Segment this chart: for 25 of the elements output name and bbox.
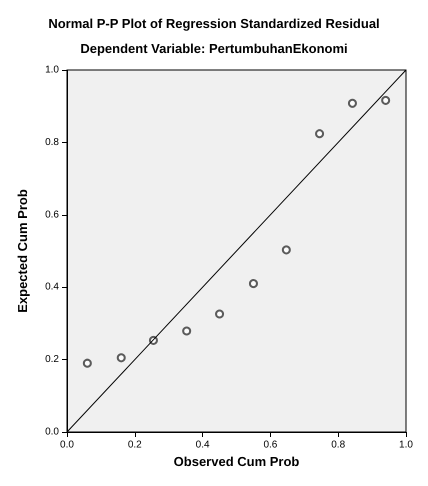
y-tick-label: 0.2 [45,354,60,366]
point [215,309,224,318]
y-tick-label: 0.6 [45,209,60,220]
y-tick-label: 1.0 [45,64,60,76]
x-tick-label: 0.8 [331,440,346,450]
x-tick-label: 0.6 [263,440,278,450]
point [248,279,258,288]
x-axis-title: Observed Cum Prob [174,454,300,469]
point [282,245,291,254]
x-tick-label: 1.0 [399,440,414,450]
y-tick-label: 0.8 [45,136,60,148]
point [82,358,92,368]
point [116,353,126,362]
y-tick-label: 0.0 [45,426,60,438]
chart-subtitle: Dependent Variable: PertumbuhanEkonomi [80,41,348,56]
y-tick-label: 0.4 [45,282,60,293]
y-axis-title: Expected Cum Prob [15,189,30,313]
point [381,96,390,105]
x-tick-label: 0.4 [196,440,210,450]
chart-title: Normal P-P Plot of Regression Standardized Residual [48,16,380,31]
x-tick-label: 0.2 [128,440,142,450]
point [348,98,357,108]
point [182,326,192,336]
point [315,129,324,138]
x-tick-label: 0.0 [60,440,74,450]
